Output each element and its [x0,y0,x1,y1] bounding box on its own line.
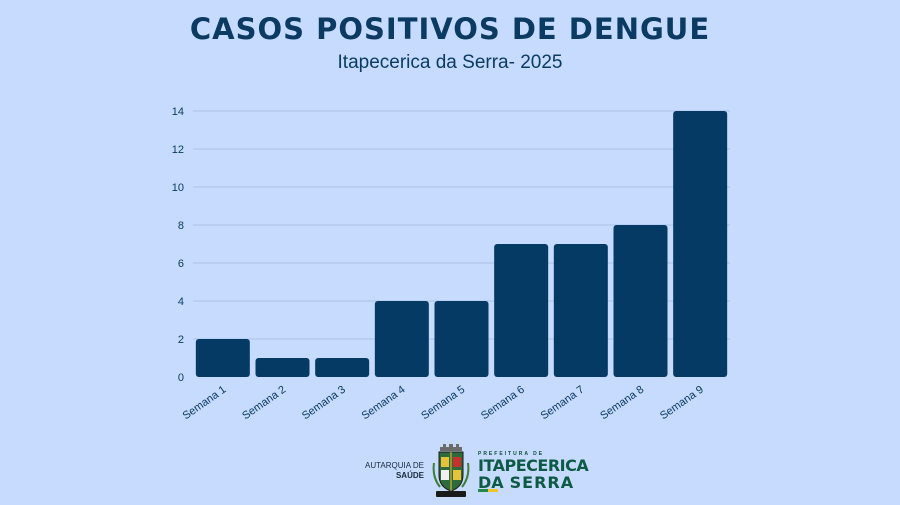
bar-semana-4 [374,301,429,377]
x-tick-label: Semana 9 [658,384,706,423]
bar-semana-1 [195,339,250,377]
bar-semana-7 [553,244,608,377]
autarquia-logo: AUTARQUIA DE SAÚDE [365,461,424,481]
x-tick-label: Semana 8 [598,384,646,423]
y-tick-label: 2 [178,334,184,346]
prefeitura-logo: PREFEITURA DE ITAPECERICA DA SERRA [477,450,589,492]
bar-semana-6 [494,244,549,377]
y-tick-label: 4 [178,296,184,308]
autarquia-saude-label: SAÚDE [395,471,424,480]
y-tick-label: 10 [172,182,184,194]
footer-logos: AUTARQUIA DE SAÚDE PREFEITURA DE ITAPECE… [365,442,589,500]
y-tick-label: 14 [172,106,184,118]
bar-chart: 0 2 4 6 8 10 12 14 Semana 1 Semana 2 Semana 3 Seman… [172,106,730,423]
chart-title: CASOS POSITIVOS DE DENGUE [189,12,711,46]
prefeitura-name-serra: SERRA [509,472,575,492]
prefeitura-name-da: DA [477,472,504,492]
x-tick-label: Semana 3 [300,384,348,423]
x-tick-label: Semana 5 [419,384,467,423]
x-tick-label: Semana 4 [360,384,408,423]
prefeitura-name-line1: ITAPECERICA [477,455,589,475]
x-tick-label: Semana 1 [181,384,229,423]
x-tick-label: Semana 7 [539,384,587,423]
y-tick-label: 6 [178,258,184,270]
bar-semana-3 [315,358,370,377]
y-tick-label: 12 [172,144,184,156]
x-tick-label: Semana 6 [479,384,527,423]
bar-semana-8 [613,225,668,377]
prefeitura-label: PREFEITURA DE [477,450,545,457]
chart-subtitle: Itapecerica da Serra- 2025 [337,52,563,73]
bar-semana-2 [255,358,310,377]
y-tick-label: 8 [178,220,184,232]
prefeitura-color-bar [477,488,498,492]
city-crest-icon [432,444,470,497]
y-tick-label: 0 [178,372,184,384]
x-tick-label: Semana 2 [240,384,288,423]
autarquia-label: AUTARQUIA DE [365,461,424,470]
bar-semana-5 [434,301,489,377]
bar-semana-9 [673,111,728,377]
